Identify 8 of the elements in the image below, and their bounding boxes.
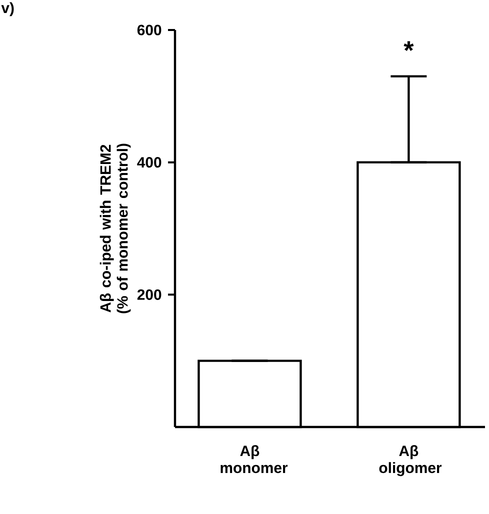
y-tick-label: 200	[137, 289, 162, 300]
y-tick-label: 400	[137, 157, 162, 168]
y-axis-title: Aβ co-iped with TREM2 (% of monomer control)	[100, 144, 131, 314]
text: v)	[1, 2, 14, 16]
x-tick-label: Aβ oligomer	[379, 445, 442, 476]
annotation: *	[404, 41, 414, 51]
x-tick-label: Aβ monomer	[220, 445, 288, 474]
y-tick-label: 600	[137, 24, 162, 36]
